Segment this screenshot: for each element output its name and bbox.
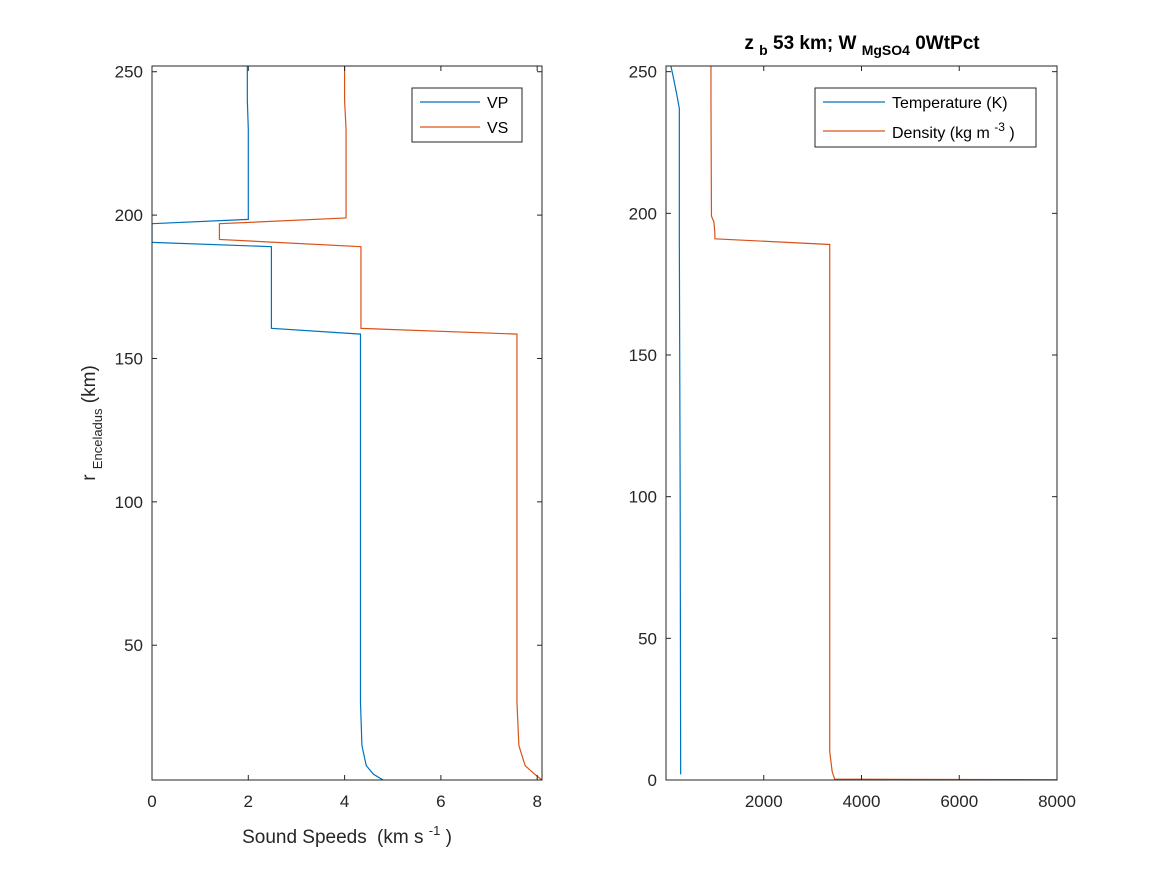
left-y-label-unit: (km) (79, 365, 100, 403)
right-legend: Temperature (K) Density (kg m -3 ) (814, 87, 1037, 148)
left-y-label-sub: Enceladus (90, 408, 105, 469)
right-x-tick-label: 6000 (940, 792, 978, 811)
right-y-ticks: 0 50 100 150 200 250 (629, 63, 1057, 790)
right-x-tick-label: 4000 (843, 792, 881, 811)
left-x-tick-label: 2 (244, 792, 253, 811)
right-y-tick-label: 200 (629, 204, 657, 223)
right-axes-box (665, 65, 1058, 781)
left-x-tick-label: 0 (147, 792, 156, 811)
title-sub1: b (759, 42, 768, 58)
left-y-tick-label: 50 (124, 636, 143, 655)
density-label-suffix: ) (1009, 125, 1014, 142)
right-x-tick-label: 8000 (1038, 792, 1076, 811)
left-axes-box (151, 65, 543, 781)
right-panel: 2000 4000 6000 8000 0 50 100 150 200 250 z b 53 … (629, 33, 1076, 811)
left-y-tick-label: 100 (115, 493, 143, 512)
right-chart-title: z b 53 km; W MgSO4 0WtPct (744, 33, 980, 60)
right-y-tick-label: 50 (638, 629, 657, 648)
left-x-ticks: 0 2 4 6 8 (147, 66, 542, 811)
title-mid: 53 km; W (773, 33, 856, 54)
right-legend-box (814, 87, 1037, 148)
right-y-tick-label: 150 (629, 346, 657, 365)
left-x-tick-label: 4 (340, 792, 349, 811)
legend-label-density: Density (kg m -3 ) (892, 118, 1015, 142)
left-legend-box (411, 87, 523, 143)
density-label-prefix: Density (kg m (892, 125, 990, 142)
right-y-tick-label: 100 (629, 488, 657, 507)
left-x-label-unit-prefix: (km s (377, 827, 423, 848)
left-y-tick-label: 150 (115, 349, 143, 368)
title-sub2: MgSO4 (862, 42, 910, 58)
legend-label-temperature: Temperature (K) (892, 95, 1008, 112)
right-y-tick-label: 0 (648, 771, 657, 790)
right-series-density-kg-m-3 (710, 66, 1057, 780)
left-x-label-unit-exp: -1 (429, 823, 441, 838)
left-y-label-main: r (79, 474, 100, 481)
legend-label-vp: VP (487, 95, 508, 112)
density-label-exp: -3 (994, 120, 1005, 134)
left-y-axis-label: r Enceladus (km) (79, 365, 107, 481)
legend-label-vs: VS (487, 120, 508, 137)
right-series-group (670, 66, 1057, 780)
left-x-tick-label: 8 (532, 792, 541, 811)
title-end: 0WtPct (915, 33, 980, 54)
left-x-label-unit-suffix: ) (446, 827, 452, 848)
right-y-tick-label: 250 (629, 63, 657, 82)
left-legend: VP VS (411, 87, 523, 143)
left-panel: 0 2 4 6 8 50 100 150 200 250 Sound Speeds (km s … (79, 63, 543, 848)
right-x-tick-label: 2000 (745, 792, 783, 811)
left-y-tick-label: 200 (115, 206, 143, 225)
left-series-vp (152, 66, 384, 780)
left-y-tick-label: 250 (115, 63, 143, 82)
left-x-label-text: Sound Speeds (242, 827, 367, 848)
right-x-ticks: 2000 4000 6000 8000 (745, 66, 1076, 811)
left-x-tick-label: 6 (436, 792, 445, 811)
right-series-temperature-k (670, 66, 682, 775)
left-series-vs (218, 66, 542, 780)
left-series-group (152, 66, 542, 780)
left-x-axis-label: Sound Speeds (km s -1 ) (242, 819, 452, 848)
left-y-ticks: 50 100 150 200 250 (115, 63, 542, 655)
title-main: z (744, 33, 754, 54)
